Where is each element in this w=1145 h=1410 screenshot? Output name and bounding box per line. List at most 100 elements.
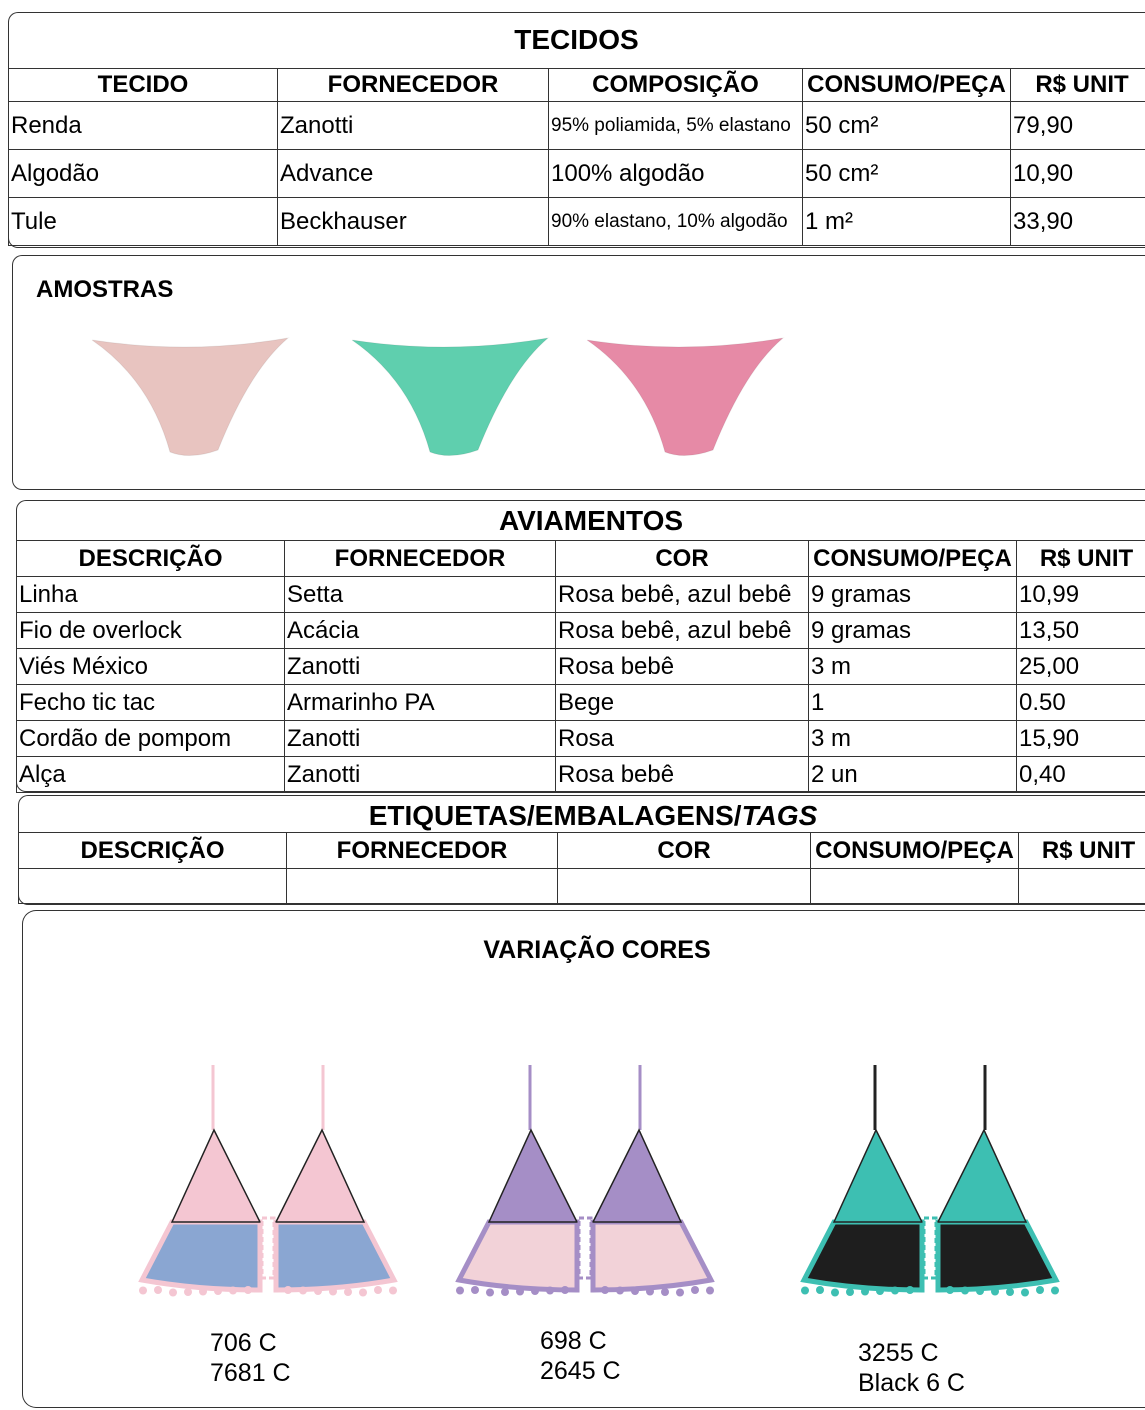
center-gore [260,1216,276,1280]
center-gore [922,1216,938,1280]
section-title: TECIDOS [514,24,639,55]
cell: 33,90 [1010,197,1145,246]
cell: Rosa bebê, azul bebê [555,612,809,649]
pompom [1051,1286,1059,1295]
pompom [891,1286,899,1295]
cell: 0,40 [1016,756,1145,793]
pompom [184,1288,192,1296]
cell: 3 m [808,720,1017,757]
sample-panty [351,337,550,456]
header-cell: FORNECEDOR [284,540,556,577]
cell: Zanotti [277,101,549,150]
cell: 1 m² [802,197,1011,246]
header-cell: CONSUMO/PEÇA [808,540,1017,577]
color-code: 706 C [210,1329,277,1357]
cell: 15,90 [1016,720,1145,757]
header-row: TECIDO FORNECEDOR COMPOSIÇÃO CONSUMO/PEÇA R$… [8,68,1145,102]
cell: 95% poliamida, 5% elastano [548,101,803,150]
cell: 10,99 [1016,576,1145,613]
cell: Setta [284,576,556,613]
amostras-box [12,255,1145,490]
pompom [501,1288,509,1296]
pompom [389,1286,397,1295]
pompom [284,1286,292,1294]
cell: Viés México [16,648,285,685]
pompom [229,1286,237,1295]
pompom [961,1286,969,1295]
header-cell: CONSUMO/PEÇA [802,68,1011,102]
header-cell: DESCRIÇÃO [18,832,287,869]
pompom [601,1286,609,1294]
header-row: DESCRIÇÃO FORNECEDOR COR CONSUMO/PEÇA R$ UNI… [18,832,1145,869]
cup-top [274,1128,366,1223]
pompom [329,1287,337,1296]
row: Cordão de pompom Zanotti Rosa 3 m 15,90 [16,720,1145,757]
pompom [646,1287,654,1296]
empty-cell [1018,868,1145,904]
row: Alça Zanotti Rosa bebê 2 un 0,40 [16,756,1145,793]
pompom [516,1287,524,1296]
cell: Renda [8,101,278,150]
pompom [169,1288,177,1297]
pompom [1036,1286,1044,1294]
cup-bottom [273,1219,398,1293]
header-row: DESCRIÇÃO FORNECEDOR COR CONSUMO/PEÇA R$ UNI… [16,540,1145,577]
pompom [214,1287,222,1295]
cup-bottom [138,1219,263,1293]
cell: Rosa bebê, azul bebê [555,576,809,613]
pompom [876,1287,884,1295]
pompom [546,1286,554,1295]
row: Algodão Advance 100% algodão 50 cm² 10,90 [8,149,1145,198]
empty-row [18,868,1145,904]
color-code: Black 6 C [858,1369,965,1397]
cell: 10,90 [1010,149,1145,198]
cup-top [591,1128,683,1223]
empty-cell [557,868,811,904]
color-code: 2645 C [540,1357,621,1385]
cup-bottom [800,1219,925,1293]
pompom [344,1288,352,1296]
section-title: AMOSTRAS [36,276,174,303]
pompom [199,1287,207,1296]
cell: Zanotti [284,648,556,685]
pompom [631,1287,639,1295]
pompom [691,1286,699,1294]
variacao-box [22,910,1145,1408]
row: Fecho tic tac Armarinho PA Bege 1 0.50 [16,684,1145,721]
header-cell: CONSUMO/PEÇA [810,832,1019,869]
center-gore [577,1216,593,1280]
pompom [676,1288,684,1297]
header-cell: FORNECEDOR [277,68,549,102]
cell: 0.50 [1016,684,1145,721]
header-cell: FORNECEDOR [286,832,558,869]
header-cell: R$ UNIT [1010,68,1145,102]
pompom [616,1286,624,1295]
pompom [906,1286,914,1294]
empty-cell [18,868,287,904]
cell: 100% algodão [548,149,803,198]
cell: Algodão [8,149,278,198]
header-cell: TECIDO [8,68,278,102]
pompom [244,1286,252,1294]
cell: Fecho tic tac [16,684,285,721]
cup-top [832,1128,924,1223]
title-italic: TAGS [741,800,818,831]
sample-panty [91,337,290,456]
cell: Zanotti [284,720,556,757]
pompom [531,1287,539,1295]
color-codes: 706 C 7681 C [210,1328,291,1388]
cell: Acácia [284,612,556,649]
pompom [359,1288,367,1297]
cell: Rosa bebê [555,756,809,793]
pompom [139,1286,147,1295]
pompom [456,1286,464,1295]
header-cell: COR [555,540,809,577]
cell: Tule [8,197,278,246]
row: Renda Zanotti 95% poliamida, 5% elastano 50… [8,101,1145,150]
etiquetas-table: DESCRIÇÃO FORNECEDOR COR CONSUMO/PEÇA R$ UNI… [18,832,1145,904]
section-title: VARIAÇÃO CORES [483,936,711,964]
cell: Beckhauser [277,197,549,246]
color-codes: 3255 C Black 6 C [858,1338,965,1398]
cup-bottom [455,1219,580,1293]
